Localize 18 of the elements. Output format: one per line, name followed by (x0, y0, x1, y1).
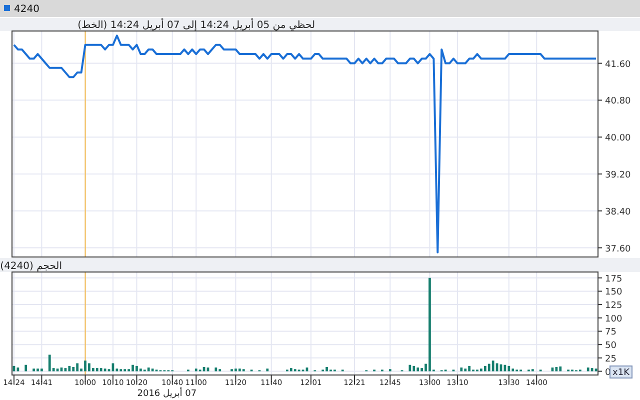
y-tick-label: 41.60 (605, 60, 632, 70)
legend-label: 4240 (14, 4, 40, 15)
text: 07 أبريل 2016 (137, 387, 197, 399)
y-tick-label: 25 (605, 354, 616, 364)
chart-title: لحظي من 05 أبريل 14:24 إلى 07 أبريل 14:24 (الخط) (78, 18, 315, 31)
y-tick-label: 40.80 (605, 96, 632, 107)
y-tick-label: 37.60 (605, 244, 632, 254)
y-tick-label: 38.40 (605, 207, 632, 218)
y-tick-label: 100 (605, 314, 622, 324)
y-tick-label: 150 (605, 288, 622, 298)
y-tick-label: 50 (605, 341, 617, 352)
y-tick-label: 75 (605, 328, 616, 338)
y-tick-label: 40.00 (605, 134, 632, 144)
y-tick-label: 39.20 (605, 170, 632, 180)
y-tick-label: 125 (605, 301, 622, 312)
y-axis-title: x1K (612, 368, 631, 378)
y-tick-label: 175 (605, 274, 622, 284)
chart-title: الحجم (4240) (0, 261, 62, 272)
